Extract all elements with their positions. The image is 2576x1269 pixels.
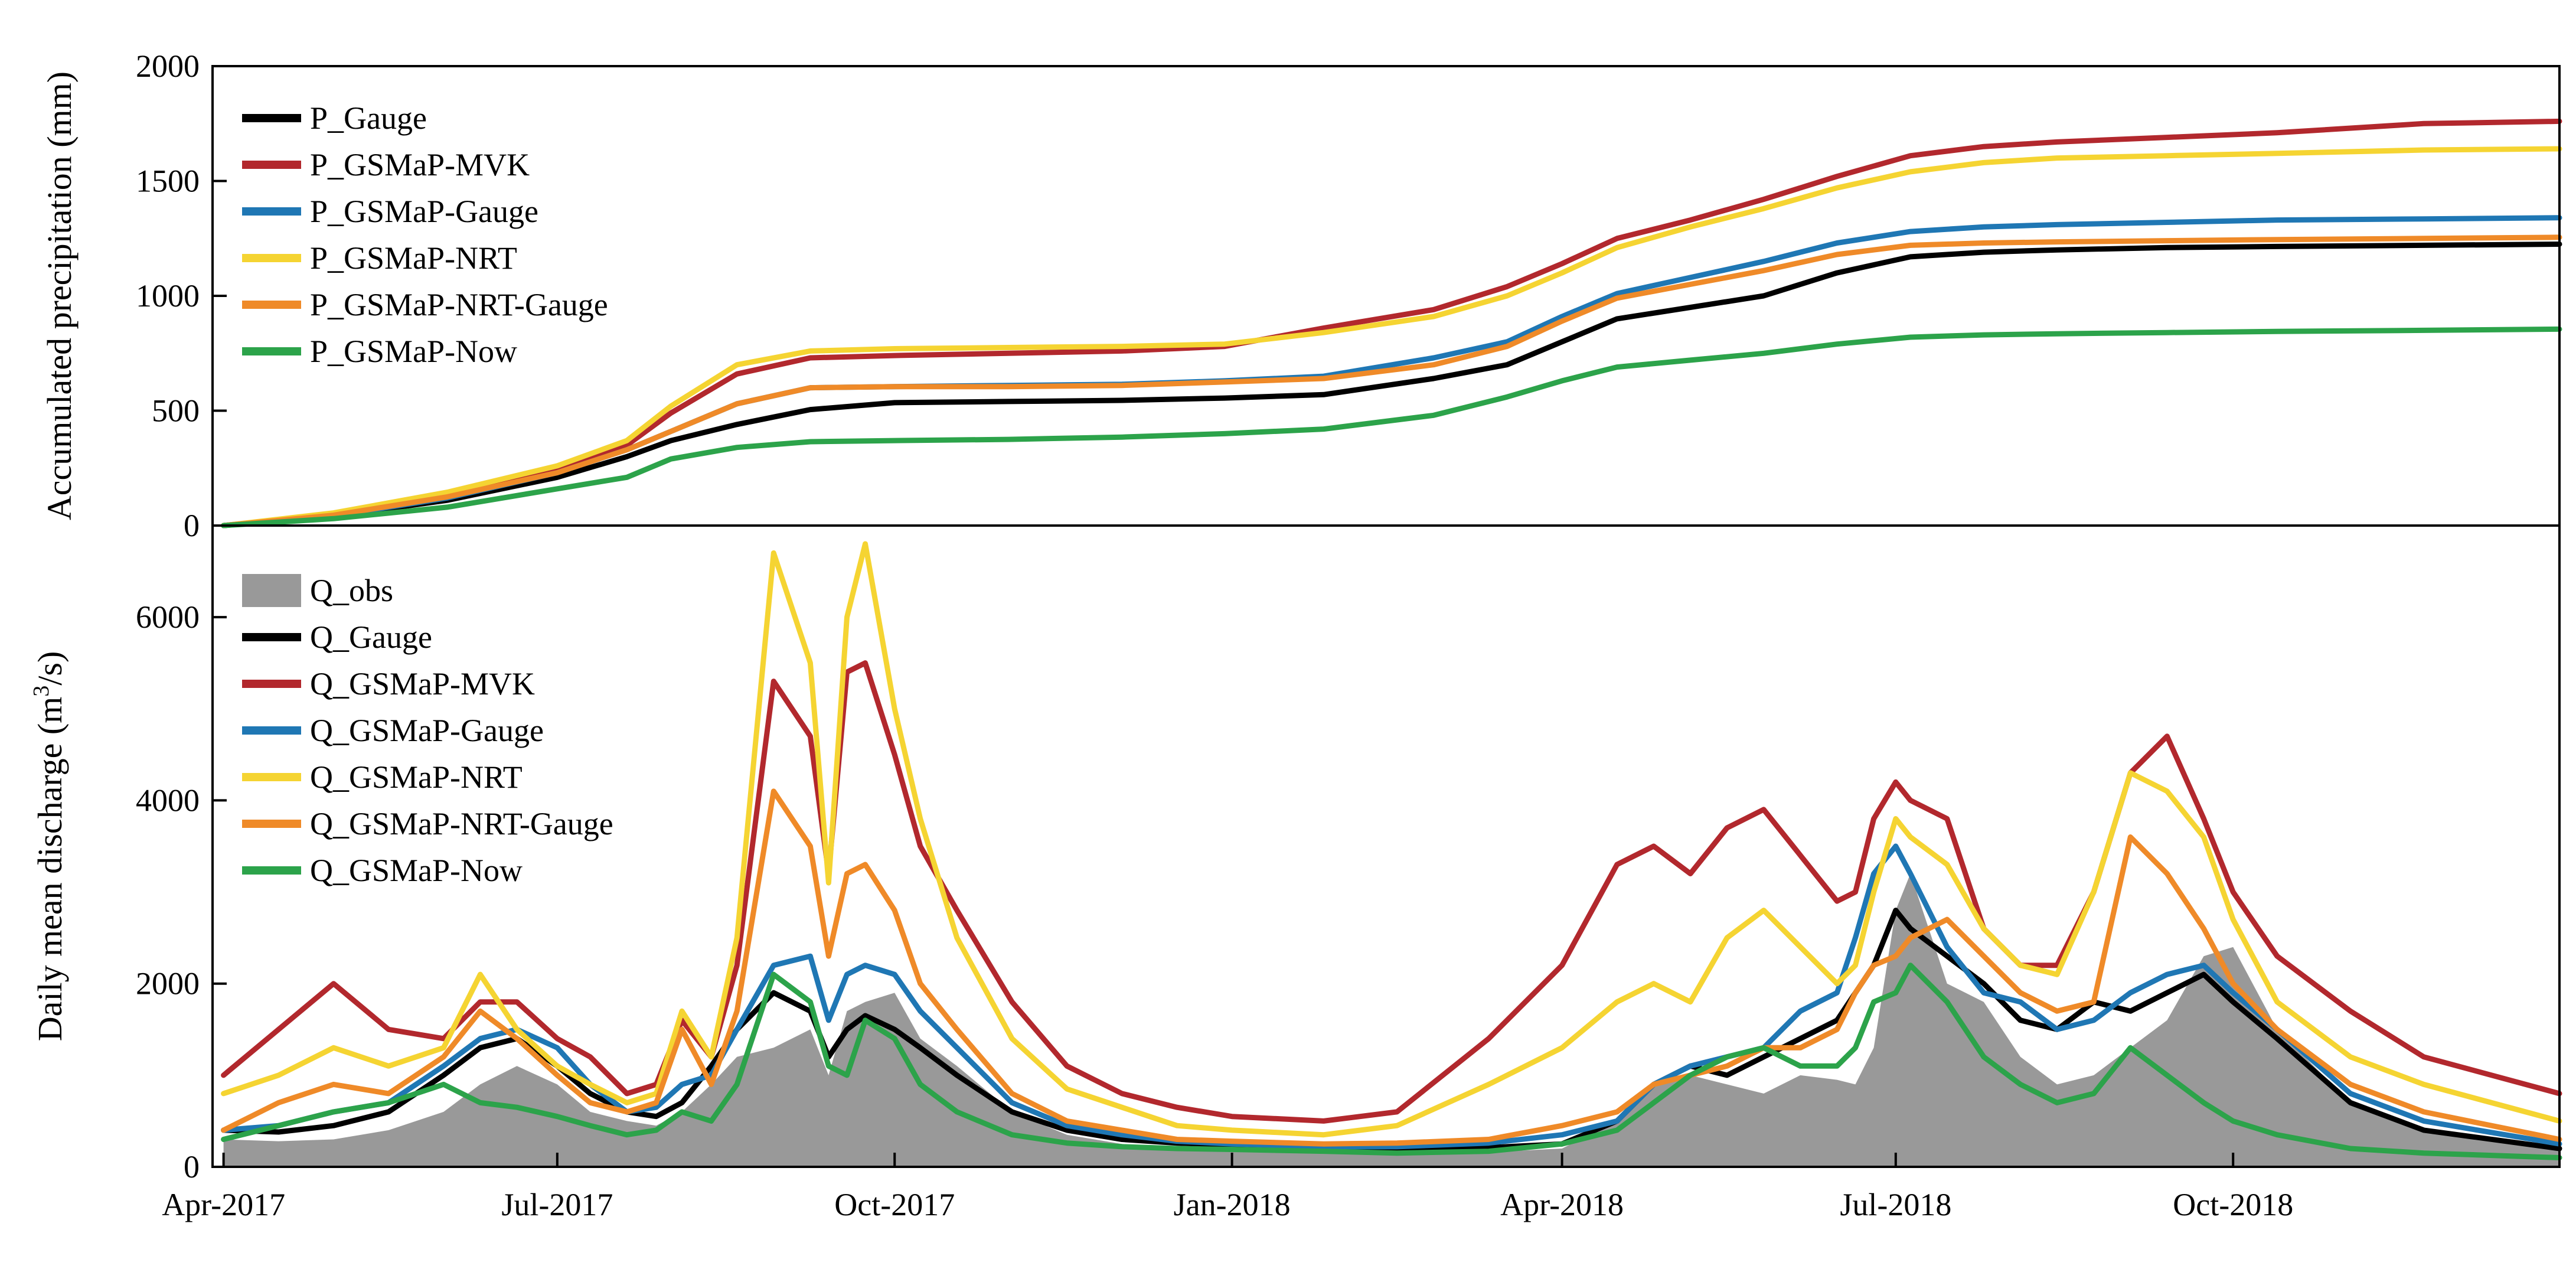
series-line-q-gsmap-mvk xyxy=(221,660,2562,1124)
legend-item-p-gsmap-gauge: P_GSMaP-Gauge xyxy=(242,194,538,229)
bottom-y-axis-label: Daily mean discharge (m3/s) xyxy=(29,651,69,1042)
x-tick-label: Apr-2018 xyxy=(1500,1187,1624,1222)
legend-item-q-gsmap-mvk: Q_GSMaP-MVK xyxy=(242,666,535,702)
series-line-p-gsmap-now xyxy=(221,326,2562,529)
x-tick-label: Oct-2017 xyxy=(834,1187,955,1222)
series-line-p-gauge xyxy=(221,242,2562,529)
bottom-x-ticks: Apr-2017 Jul-2017 Oct-2017 Jan-2018 Apr-2018… xyxy=(162,1153,2293,1222)
panel-accumulated-precipitation: 0 500 1000 1500 2000 Accumulated precipitati… xyxy=(40,48,2562,543)
bottom-legend: Q_obs Q_Gauge Q_GSMaP-MVK Q_GSMaP-Gauge Q_GS… xyxy=(242,573,613,888)
legend-label: P_GSMaP-NRT-Gauge xyxy=(310,287,608,322)
top-y-axis-label: Accumulated precipitation (mm) xyxy=(40,71,79,520)
legend-item-q-gauge: Q_Gauge xyxy=(242,619,432,655)
panel-daily-discharge: 0 2000 4000 6000 Daily mean discharge (m3/s… xyxy=(29,524,2562,1222)
series-line-p-gsmap-nrt-gauge xyxy=(221,234,2562,529)
legend-item-p-gsmap-now: P_GSMaP-Now xyxy=(242,334,517,369)
legend-item-q-gsmap-nrt: Q_GSMaP-NRT xyxy=(242,759,523,795)
series-line-q-gsmap-nrt-gauge xyxy=(221,788,2562,1147)
y-tick-label: 4000 xyxy=(136,782,200,818)
y-tick-label: 1000 xyxy=(136,278,200,314)
legend-item-p-gsmap-mvk: P_GSMaP-MVK xyxy=(242,147,530,182)
bottom-y-axis-label-main: Daily mean discharge (m xyxy=(31,697,69,1042)
y-tick-label: 2000 xyxy=(136,966,200,1002)
y-tick-label: 500 xyxy=(152,393,200,429)
legend-item-q-gsmap-nrt-gauge: Q_GSMaP-NRT-Gauge xyxy=(242,806,613,841)
bottom-axes-frame xyxy=(211,524,2561,1168)
x-tick-label: Apr-2017 xyxy=(162,1187,285,1222)
legend-label: Q_GSMaP-Gauge xyxy=(310,713,544,748)
legend-label: Q_GSMaP-MVK xyxy=(310,666,535,702)
x-tick-label: Jul-2018 xyxy=(1840,1187,1951,1222)
y-tick-label: 2000 xyxy=(136,48,200,84)
y-tick-label: 6000 xyxy=(136,599,200,635)
legend-item-p-gsmap-nrt-gauge: P_GSMaP-NRT-Gauge xyxy=(242,287,608,322)
x-tick-label: Jan-2018 xyxy=(1174,1187,1291,1222)
legend-label: P_Gauge xyxy=(310,100,427,136)
x-tick-label: Jul-2017 xyxy=(501,1187,613,1222)
series-area-q-obs xyxy=(223,873,2559,1167)
legend-label: P_GSMaP-MVK xyxy=(310,147,530,182)
legend-label: Q_Gauge xyxy=(310,619,432,655)
bottom-area-layer xyxy=(223,873,2559,1167)
legend-item-q-gsmap-now: Q_GSMaP-Now xyxy=(242,853,523,888)
y-tick-label: 0 xyxy=(184,1149,200,1185)
legend-label: P_GSMaP-Gauge xyxy=(310,194,538,229)
bottom-y-ticks: 0 2000 4000 6000 xyxy=(136,599,227,1185)
legend-label: Q_obs xyxy=(310,573,393,608)
legend-label: Q_GSMaP-NRT xyxy=(310,759,523,795)
bottom-y-axis-label-tail: /s) xyxy=(31,651,69,686)
legend-item-q-obs: Q_obs xyxy=(242,573,393,608)
bottom-y-axis-label-sup: 3 xyxy=(29,686,54,697)
legend-label: P_GSMaP-NRT xyxy=(310,240,517,276)
series-line-p-gsmap-mvk xyxy=(221,118,2562,529)
legend-swatch xyxy=(242,574,301,607)
legend-item-p-gsmap-nrt: P_GSMaP-NRT xyxy=(242,240,517,276)
legend-item-q-gsmap-gauge: Q_GSMaP-Gauge xyxy=(242,713,544,748)
top-y-ticks: 0 500 1000 1500 2000 xyxy=(136,48,227,543)
legend-item-p-gauge: P_Gauge xyxy=(242,100,427,136)
bottom-lines-layer xyxy=(221,541,2562,1160)
top-lines-layer xyxy=(221,118,2562,529)
y-tick-label: 1500 xyxy=(136,164,200,199)
y-tick-label: 0 xyxy=(184,508,200,543)
x-tick-label: Oct-2018 xyxy=(2173,1187,2293,1222)
legend-label: Q_GSMaP-Now xyxy=(310,853,523,888)
legend-label: Q_GSMaP-NRT-Gauge xyxy=(310,806,613,841)
legend-label: P_GSMaP-Now xyxy=(310,334,517,369)
series-line-q-gsmap-nrt xyxy=(221,541,2562,1138)
series-line-q-gsmap-now xyxy=(221,963,2562,1160)
series-line-p-gsmap-nrt xyxy=(221,146,2562,529)
top-legend: P_Gauge P_GSMaP-MVK P_GSMaP-Gauge P_GSMaP-N… xyxy=(242,100,608,369)
